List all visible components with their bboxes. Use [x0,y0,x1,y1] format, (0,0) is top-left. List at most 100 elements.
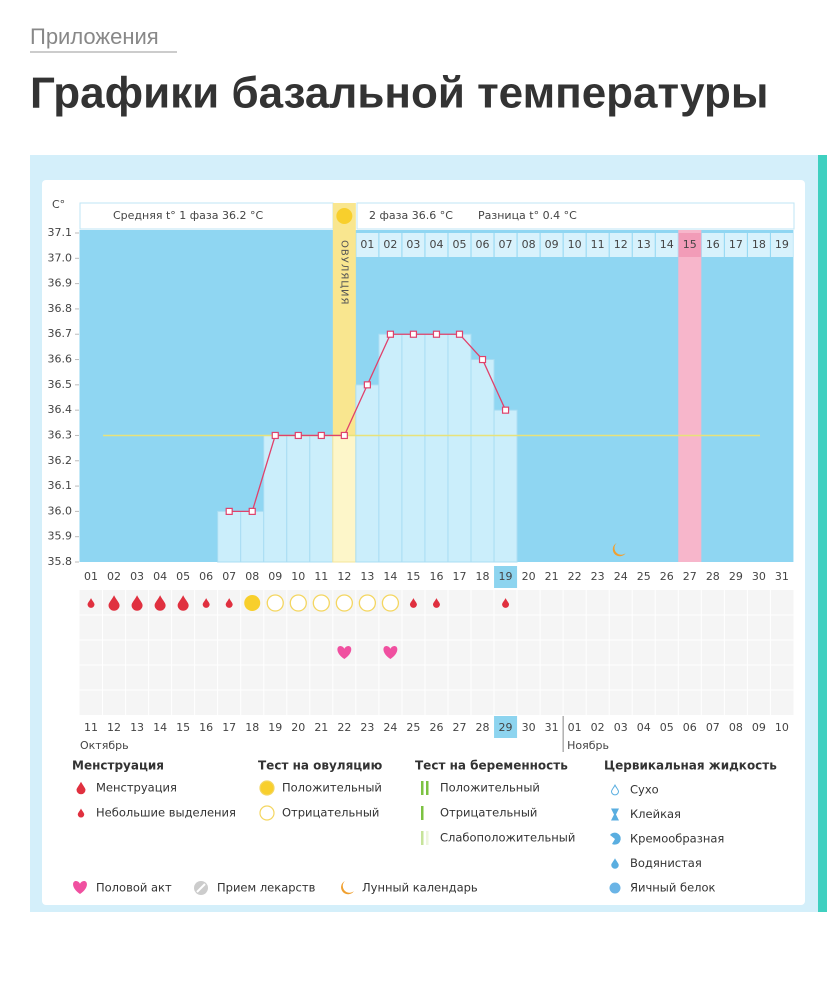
date: 24 [383,721,397,734]
temperature-point [225,507,233,515]
next-cycle-day: 14 [660,238,674,251]
legend-item: Прием лекарств [217,881,316,895]
temperature-point [363,381,371,389]
y-tick-label: 36.2 [48,454,73,467]
next-cycle-day: 10 [568,238,582,251]
section-link[interactable]: Приложения [30,24,159,49]
date: 06 [683,721,697,734]
ovulation-test-negative [312,594,330,612]
next-cycle-cell [632,233,655,257]
next-cycle-cell [517,233,540,257]
next-cycle-cell [724,233,747,257]
phase2-box [356,202,795,230]
temperature-bar [309,434,334,563]
drop-icon [131,595,143,611]
y-tick-label: 36.7 [48,327,73,340]
temperature-point [478,355,487,364]
cycle-day: 02 [107,570,121,583]
date: 28 [476,721,490,734]
date: 14 [153,721,167,734]
cycle-day: 14 [383,570,397,583]
legend-title: Цервикальная жидкость [604,759,777,773]
next-cycle-cell [540,233,563,257]
legend-item: Лунный календарь [362,881,478,895]
date: 23 [360,721,374,734]
ovulation-label: ОВУЛЯЦИЯ [338,240,349,306]
temperature-bar [378,333,403,563]
temperature-point [386,330,395,338]
cycle-day: 09 [268,570,282,583]
legend-icon [426,831,429,845]
next-cycle-cell [655,233,678,257]
cycle-day: 11 [314,570,328,583]
temperature-bar [263,434,288,563]
temperature-point [501,406,510,414]
cycle-day: 18 [476,570,490,583]
temperature-point [248,507,256,515]
next-cycle-day: 12 [614,238,628,251]
drop-icon [87,598,95,608]
cycle-day: 13 [360,570,374,583]
temperature-point [317,431,325,440]
date: 26 [429,721,443,734]
cycle-day: 17 [452,570,466,583]
next-cycle-cell [563,233,586,257]
cycle-day: 30 [752,570,766,583]
date: 10 [775,721,789,734]
page-title: Графики базальной температуры [30,69,769,118]
y-tick-label: 35.8 [48,555,73,568]
date: 21 [314,721,328,734]
cycle-day: 06 [199,570,213,583]
legend-title: Тест на овуляцию [258,759,383,773]
legend-title: Тест на беременность [415,759,568,773]
temperature-point [455,330,464,338]
y-tick-label: 37.1 [48,226,73,239]
date: 12 [107,721,121,734]
temperature-point [271,431,279,440]
cycle-day: 25 [637,570,651,583]
date: 08 [729,721,743,734]
ovulation-test-negative [335,594,353,612]
next-cycle-day: 15 [683,238,697,251]
next-cycle-cell [770,233,793,257]
side-bar [818,155,827,912]
ovulation-sun [336,208,353,224]
temperature-bar [493,409,518,563]
cycle-day: 03 [130,570,144,583]
cycle-day: 26 [660,570,674,583]
next-cycle-cell [379,233,402,257]
ovulation-test-positive [244,595,261,611]
y-tick-label: 36.3 [48,428,73,441]
y-tick-label: 36.8 [48,302,73,315]
legend-icon [421,831,424,845]
month-label: Октябрь [80,739,129,752]
date: 07 [706,721,720,734]
drop-icon [202,598,210,608]
y-tick-label: 36.5 [48,378,73,391]
temperature-bar [240,510,265,563]
legend-item: Положительный [282,781,382,795]
temperature-point [340,431,348,440]
date: 19 [268,721,282,734]
cycle-day: 23 [591,570,605,583]
next-cycle-day: 08 [522,238,536,251]
legend-icon [611,808,619,821]
legend-icon [426,781,429,795]
drop-icon [177,595,189,611]
legend-item: Менструация [96,781,177,795]
next-cycle-day: 19 [775,238,789,251]
legend-item: Яичный белок [630,881,716,895]
next-cycle-cell [494,233,517,257]
next-cycle-cell [402,233,425,257]
date: 25 [406,721,420,734]
today-date-cell [494,716,518,738]
temperature-bar [355,384,380,563]
legend-icon [259,805,275,821]
y-tick-label: 35.9 [48,530,73,543]
phase1-box [79,202,334,230]
cycle-day: 24 [614,570,628,583]
temperature-point [432,330,441,338]
next-cycle-day: 16 [706,238,720,251]
date: 03 [614,721,628,734]
